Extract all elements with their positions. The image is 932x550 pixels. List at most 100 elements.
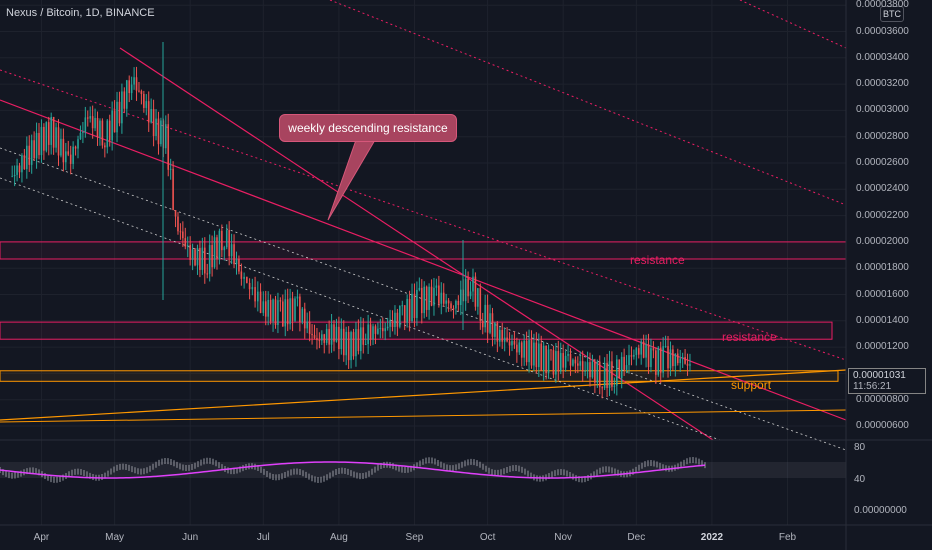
candle-body <box>357 329 360 352</box>
candle-body <box>555 351 557 375</box>
candle-body <box>47 122 50 145</box>
candle-body <box>650 348 652 367</box>
candle-body <box>547 349 550 374</box>
candle-body <box>572 359 574 366</box>
price-tick: 0.00003000 <box>856 104 909 116</box>
candle-body <box>62 138 65 163</box>
candle-body <box>418 287 421 290</box>
candle-body <box>684 356 686 364</box>
price-tick: 0.00001400 <box>856 314 909 326</box>
trendlines <box>0 0 847 451</box>
candle-body <box>194 249 196 266</box>
trendline <box>0 369 847 421</box>
candle-body <box>157 118 160 145</box>
candle-body <box>230 244 233 257</box>
candle-body <box>328 328 330 345</box>
candle-body <box>552 350 555 375</box>
time-tick: Sep <box>405 532 424 543</box>
candle-body <box>333 324 335 342</box>
candle-body <box>140 91 143 94</box>
candle-body <box>167 124 170 170</box>
indicator-scale-bottom: 0.00000000 <box>854 505 907 516</box>
candle-body <box>118 101 121 124</box>
candle-body <box>498 329 501 342</box>
candle-body <box>21 155 23 173</box>
currency-button[interactable]: BTC <box>880 6 904 22</box>
candle-body <box>603 362 606 388</box>
candle-body <box>435 285 438 288</box>
candle-body <box>669 349 672 369</box>
candle-body <box>172 168 174 211</box>
candle-body <box>613 385 616 387</box>
candle-body <box>413 293 416 318</box>
resistance-label-lower: resistance <box>722 330 777 344</box>
candle-body <box>579 361 582 366</box>
candle-body <box>672 349 674 367</box>
candle-body <box>450 303 452 309</box>
candle-body <box>430 286 433 306</box>
candle-body <box>372 326 374 340</box>
candle-body <box>128 80 131 94</box>
candle-body <box>233 244 235 265</box>
candle-body <box>472 276 474 292</box>
candle-body <box>33 140 35 159</box>
time-tick: Jun <box>182 532 199 543</box>
candle-body <box>321 334 323 341</box>
candle-body <box>228 230 230 257</box>
candle-body <box>274 299 277 325</box>
candle-body <box>657 347 660 375</box>
candle-body <box>294 298 296 321</box>
candle-body <box>308 321 311 334</box>
candle-body <box>447 300 450 304</box>
candle-body <box>635 348 638 355</box>
candle-body <box>306 321 308 329</box>
candle-body <box>277 300 279 325</box>
candle-body <box>135 77 138 91</box>
trendline <box>739 0 847 49</box>
candle-body <box>647 344 650 367</box>
annotation-pointer <box>327 139 376 221</box>
candle-body <box>289 298 291 325</box>
candle-body <box>428 286 430 310</box>
candle-body <box>423 286 426 314</box>
candle-body <box>11 176 13 178</box>
candle-body <box>174 210 177 217</box>
candle-body <box>108 120 111 141</box>
candle-body <box>259 291 262 313</box>
trendline <box>0 177 721 441</box>
candle-body <box>455 301 457 309</box>
candle-body <box>254 287 256 302</box>
candle-body <box>686 363 689 366</box>
price-tick: 0.00002000 <box>856 235 909 247</box>
candle-body <box>182 231 184 239</box>
trendline <box>0 99 847 421</box>
candle-body <box>642 341 645 358</box>
candle-body <box>101 120 104 146</box>
annotation-bubble[interactable]: weekly descending resistance <box>279 114 457 142</box>
last-price-label: 0.00001031 11:56:21 <box>848 368 926 394</box>
candle-body <box>145 101 148 108</box>
candle-body <box>269 299 272 322</box>
price-tick: 0.00002200 <box>856 209 909 221</box>
candle-body <box>408 298 411 321</box>
time-tick: Jul <box>256 532 270 543</box>
candle-body <box>377 328 379 334</box>
candle-body <box>440 292 443 304</box>
candle-body <box>659 347 662 373</box>
candle-body <box>160 120 162 145</box>
candle-body <box>591 361 594 378</box>
trendline <box>0 69 847 361</box>
candle-body <box>689 364 691 366</box>
candle-body <box>618 359 621 379</box>
indicator-scale-top: 80 <box>854 442 866 453</box>
candle-body <box>299 296 301 323</box>
candle-body <box>206 273 209 275</box>
candle-body <box>362 327 365 345</box>
candle-body <box>282 301 284 327</box>
candle-body <box>384 328 387 332</box>
candle-body <box>238 259 240 272</box>
candle-body <box>464 278 467 302</box>
candle-body <box>208 245 211 274</box>
